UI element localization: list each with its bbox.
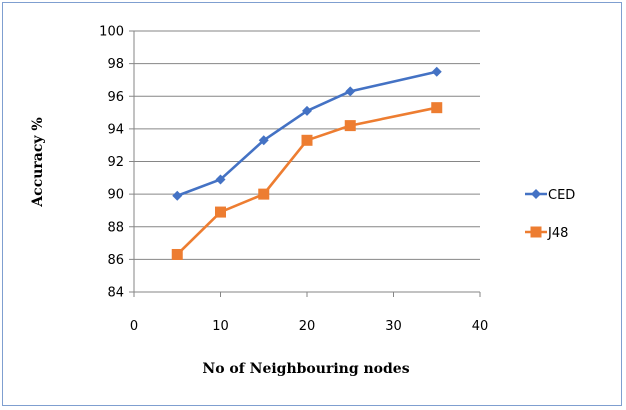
legend-label-j48: J48 — [547, 226, 568, 241]
data-point-ced-4 — [345, 86, 356, 97]
y-tick-label-6: 96 — [107, 90, 124, 105]
chart-frame — [2, 2, 622, 406]
legend-item-j48: J48 — [525, 226, 568, 241]
data-point-j48-2 — [258, 188, 270, 200]
y-tick-label-0: 84 — [107, 286, 124, 301]
series-ced — [172, 66, 442, 201]
legend-marker-ced — [531, 189, 541, 199]
y-tick-label-3: 90 — [107, 188, 124, 203]
data-point-j48-0 — [171, 248, 183, 260]
data-point-ced-5 — [431, 66, 442, 77]
legend: CED J48 — [525, 188, 575, 241]
data-point-j48-4 — [344, 120, 356, 132]
y-tick-label-5: 94 — [107, 122, 124, 137]
y-axis-title: Accuracy % — [30, 117, 46, 207]
legend-item-ced: CED — [525, 188, 575, 203]
axes: 84 86 88 90 92 94 96 98 100 0 10 20 30 40 — [99, 25, 488, 335]
grid-lines — [134, 30, 480, 293]
data-point-j48-1 — [215, 206, 226, 218]
legend-label-ced: CED — [548, 188, 575, 203]
series-line-ced — [176, 70, 438, 197]
data-point-ced-1 — [215, 174, 226, 185]
data-point-ced-0 — [172, 190, 183, 201]
x-tick-label-0: 0 — [130, 319, 138, 334]
series-line-j48 — [176, 106, 438, 256]
y-tick-label-2: 88 — [107, 220, 124, 235]
series-layer — [171, 66, 443, 260]
x-tick-label-4: 40 — [472, 319, 489, 334]
series-j48 — [171, 102, 443, 260]
y-tick-label-4: 92 — [107, 155, 124, 170]
y-tick-label-8: 100 — [99, 25, 124, 40]
x-tick-label-3: 30 — [385, 319, 402, 334]
x-axis-title: No of Neighbouring nodes — [202, 361, 409, 377]
data-point-ced-2 — [258, 135, 269, 146]
data-point-ced-3 — [302, 105, 312, 116]
y-tick-label-1: 86 — [107, 253, 124, 268]
data-point-j48-5 — [431, 102, 443, 114]
x-tick-label-1: 10 — [212, 319, 229, 334]
x-tick-label-2: 20 — [299, 319, 316, 334]
data-point-j48-3 — [301, 134, 313, 146]
legend-marker-j48 — [530, 226, 542, 238]
y-tick-label-7: 98 — [107, 57, 124, 72]
